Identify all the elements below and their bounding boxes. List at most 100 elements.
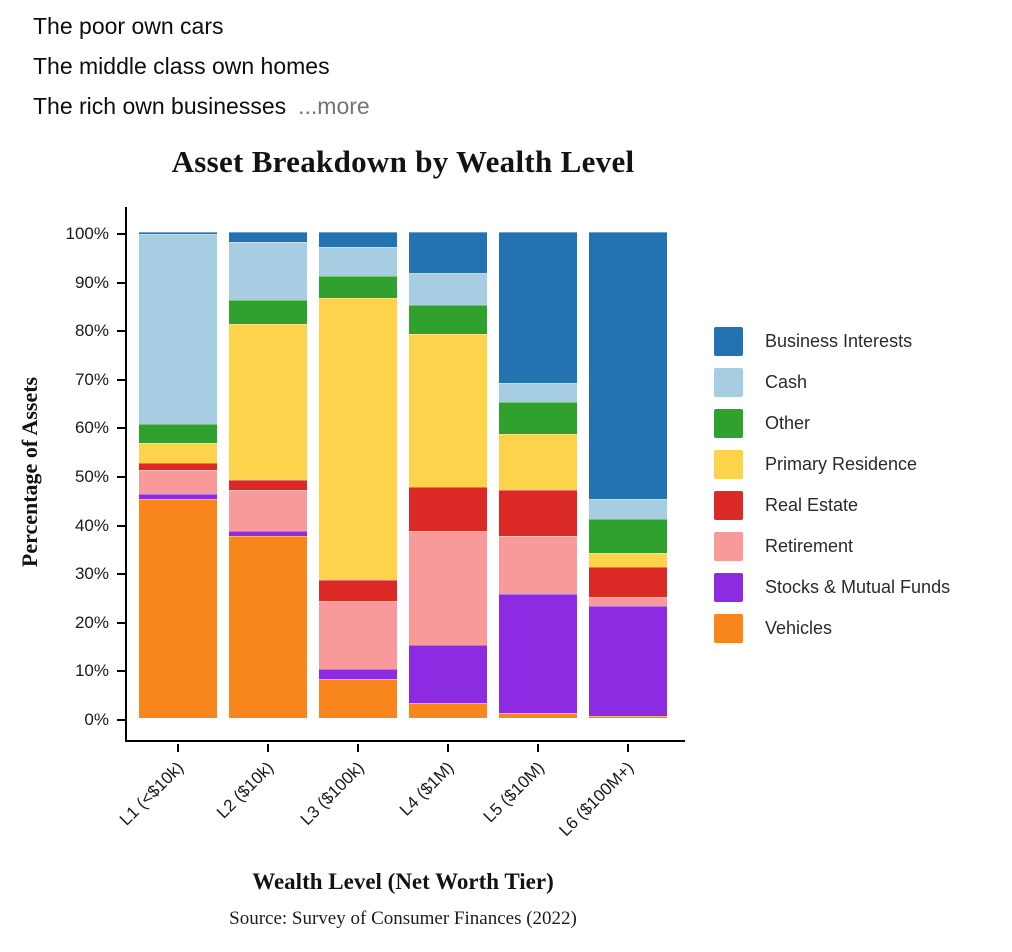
x-tick-label: L4 ($1M) bbox=[395, 758, 458, 820]
bar-segment-business-interests bbox=[589, 232, 667, 500]
x-tick-label: L6 ($100M+) bbox=[555, 758, 638, 840]
legend-swatch-retirement bbox=[714, 532, 743, 561]
bar-l6-100m bbox=[589, 232, 667, 718]
bar-segment-cash bbox=[229, 241, 307, 301]
legend-swatch-stocks-mutual-funds bbox=[714, 573, 743, 602]
legend-label: Other bbox=[765, 413, 811, 433]
chart-title: Asset Breakdown by Wealth Level bbox=[171, 144, 635, 179]
bar-segment-retirement bbox=[589, 596, 667, 607]
bar-segment-stocks-mutual-funds bbox=[589, 606, 667, 716]
y-tick-mark bbox=[117, 427, 125, 430]
bar-segment-retirement bbox=[319, 601, 397, 670]
y-tick-label: 20% bbox=[74, 612, 109, 632]
bar-segment-primary-residence bbox=[139, 443, 217, 463]
x-tick-mark bbox=[537, 744, 539, 752]
bar-segment-stocks-mutual-funds bbox=[499, 594, 577, 714]
bar-segment-vehicles bbox=[409, 703, 487, 718]
legend-swatch-cash bbox=[714, 368, 743, 397]
bar-segment-primary-residence bbox=[409, 334, 487, 488]
bar-segment-primary-residence bbox=[229, 324, 307, 480]
bar-segment-real-estate bbox=[409, 487, 487, 531]
y-tick-label: 50% bbox=[74, 467, 109, 486]
y-tick-mark bbox=[117, 573, 125, 576]
bar-segment-vehicles bbox=[139, 499, 217, 718]
bar-segment-vehicles bbox=[589, 715, 667, 718]
bar-segment-vehicles bbox=[319, 679, 397, 718]
bar-segment-retirement bbox=[139, 470, 217, 495]
y-tick-label: 30% bbox=[74, 564, 109, 584]
bar-l3-100k bbox=[319, 232, 397, 718]
bar-segment-primary-residence bbox=[589, 552, 667, 568]
plot-area: 0% 10% 20% 30% 40% 50% 60% 70% 80% 90% 100% L1 (<$1… bbox=[66, 207, 685, 840]
x-tick-mark bbox=[357, 744, 359, 752]
legend-item-real-estate: Real Estate bbox=[714, 485, 950, 526]
bar-segment-primary-residence bbox=[499, 433, 577, 490]
bar-segment-business-interests bbox=[139, 232, 217, 235]
legend-item-primary-residence: Primary Residence bbox=[714, 444, 950, 485]
y-tick-mark bbox=[117, 476, 125, 478]
y-tick-label: 40% bbox=[74, 515, 109, 535]
bar-segment-other bbox=[499, 402, 577, 434]
y-tick-label: 10% bbox=[74, 661, 109, 681]
chart-legend: Business Interests Cash Other Primary Resid… bbox=[714, 321, 950, 649]
bar-segment-real-estate bbox=[499, 489, 577, 536]
y-tick-label: 80% bbox=[74, 321, 109, 341]
bar-segment-cash bbox=[319, 246, 397, 276]
y-tick-label: 90% bbox=[74, 272, 109, 292]
bar-segment-cash bbox=[409, 273, 487, 305]
bar-segment-retirement bbox=[229, 489, 307, 531]
y-axis-label: Percentage of Assets bbox=[17, 376, 42, 568]
x-tick-mark bbox=[627, 744, 629, 752]
legend-item-retirement: Retirement bbox=[714, 526, 950, 567]
y-tick-label: 70% bbox=[74, 369, 109, 389]
bar-segment-cash bbox=[139, 234, 217, 424]
legend-label: Cash bbox=[765, 372, 808, 392]
x-tick-label: L1 (<$10k) bbox=[116, 758, 188, 830]
source-note: Source: Survey of Consumer Finances (202… bbox=[229, 908, 577, 929]
legend-label: Vehicles bbox=[765, 618, 833, 638]
bar-segment-vehicles bbox=[229, 535, 307, 718]
x-axis-label: Wealth Level (Net Worth Tier) bbox=[252, 869, 554, 894]
bar-segment-retirement bbox=[499, 535, 577, 595]
bar-l2-10k bbox=[229, 232, 307, 718]
bar-segment-business-interests bbox=[229, 232, 307, 242]
caption-line-3: The rich own businesses ...more bbox=[33, 86, 370, 126]
y-tick-mark bbox=[117, 524, 125, 527]
x-tick-label: L3 ($100k) bbox=[296, 758, 368, 829]
bar-segment-stocks-mutual-funds bbox=[229, 530, 307, 536]
bar-segment-stocks-mutual-funds bbox=[319, 669, 397, 680]
bar-segment-other bbox=[319, 275, 397, 298]
bar-segment-business-interests bbox=[499, 232, 577, 383]
legend-item-business-interests: Business Interests bbox=[714, 321, 950, 362]
bar-segment-stocks-mutual-funds bbox=[139, 494, 217, 500]
bar-segment-other bbox=[139, 424, 217, 444]
bar-segment-real-estate bbox=[319, 579, 397, 602]
post-caption: The poor own cars The middle class own h… bbox=[33, 6, 370, 126]
legend-item-other: Other bbox=[714, 403, 950, 444]
x-tick-mark bbox=[447, 744, 449, 752]
y-tick-mark bbox=[117, 281, 125, 284]
bar-segment-cash bbox=[499, 382, 577, 403]
legend-label: Retirement bbox=[765, 536, 854, 556]
y-tick-mark bbox=[117, 378, 125, 381]
legend-label: Stocks & Mutual Funds bbox=[765, 577, 951, 597]
see-more-link[interactable]: ...more bbox=[298, 93, 370, 119]
legend-label: Primary Residence bbox=[765, 454, 918, 474]
legend-swatch-real-estate bbox=[714, 491, 743, 520]
x-tick-mark bbox=[177, 744, 179, 752]
caption-line-1: The poor own cars bbox=[33, 13, 224, 39]
y-tick-mark bbox=[117, 621, 125, 624]
legend-item-cash: Cash bbox=[714, 362, 950, 403]
bar-segment-business-interests bbox=[409, 232, 487, 274]
x-tick-mark bbox=[267, 744, 269, 752]
bar-segment-real-estate bbox=[229, 479, 307, 490]
bar-segment-other bbox=[229, 300, 307, 325]
x-tick-label: L2 ($10k) bbox=[213, 758, 278, 823]
x-tick-label: L5 ($10M) bbox=[479, 758, 548, 827]
bar-segment-primary-residence bbox=[319, 297, 397, 580]
bar-segment-retirement bbox=[409, 530, 487, 646]
bar-segment-stocks-mutual-funds bbox=[409, 645, 487, 704]
bar-segment-business-interests bbox=[319, 232, 397, 247]
y-tick-mark bbox=[117, 330, 125, 333]
